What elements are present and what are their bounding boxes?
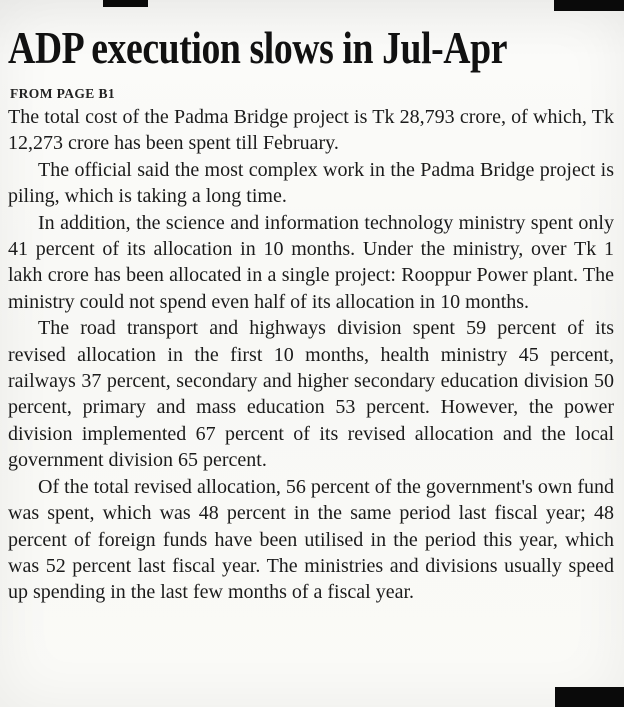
continuation-note: FROM PAGE B1 [10, 86, 116, 101]
paragraph-4: The road transport and highways division… [8, 317, 614, 472]
article-headline: ADP execution slows in Jul-Apr [8, 22, 508, 73]
scan-mark-top-right [554, 0, 624, 11]
paragraph-5: Of the total revised allocation, 56 perc… [8, 475, 614, 604]
scan-mark-top-left [103, 0, 148, 7]
scan-mark-bottom-right [555, 687, 624, 707]
paragraph-1: The total cost of the Padma Bridge proje… [8, 106, 614, 155]
paragraph-2: The official said the most complex work … [8, 158, 614, 208]
article-body: The total cost of the Padma Bridge proje… [8, 104, 614, 606]
paragraph-3: In addition, the science and information… [8, 211, 614, 313]
